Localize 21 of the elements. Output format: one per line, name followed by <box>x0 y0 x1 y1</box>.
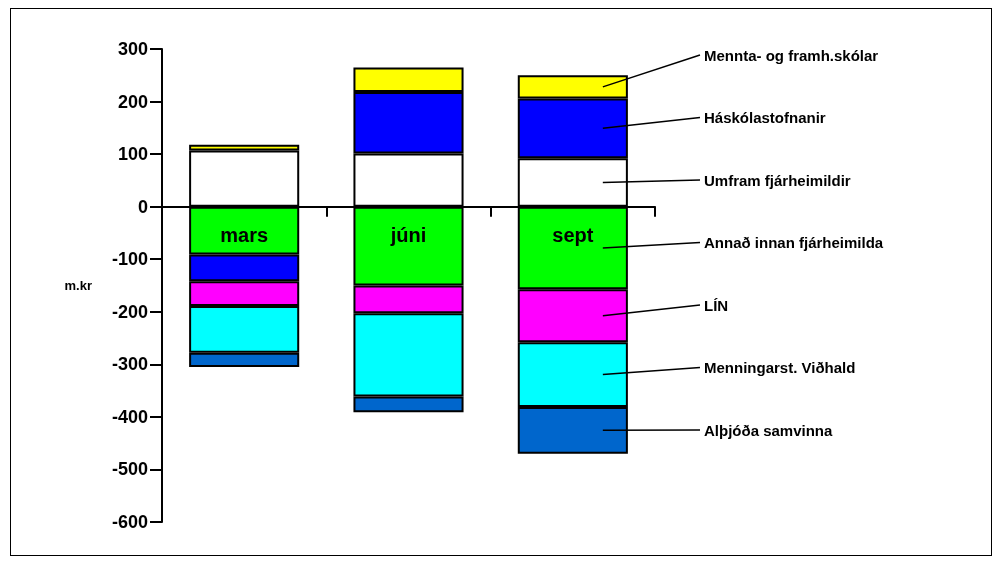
text: Háskólastofnanir <box>704 109 826 126</box>
text: Menningarst. Viðhald <box>704 359 856 376</box>
y-tick-label: 0 <box>137 196 148 217</box>
y-tick-label: -400 <box>111 406 148 427</box>
y-tick-label: -300 <box>111 354 148 375</box>
text: Alþjóða samvinna <box>704 421 834 439</box>
x-tick-label: júni <box>389 223 427 246</box>
text: LÍN <box>704 296 729 314</box>
y-tick-label: -200 <box>111 301 148 322</box>
y-tick-label: -100 <box>111 249 148 270</box>
y-axis-title: m.kr <box>64 278 92 293</box>
x-tick-label: mars <box>220 223 269 246</box>
y-tick-label: -600 <box>111 512 148 532</box>
y-tick-label: 200 <box>117 91 148 112</box>
y-tick-label: 100 <box>117 144 148 165</box>
y-tick-label: -500 <box>111 459 148 480</box>
y-tick-label: 300 <box>117 39 148 59</box>
text: Annað innan fjárheimilda <box>704 234 884 251</box>
x-tick-label: sept <box>552 223 594 246</box>
text: Mennta- og framh.skólar <box>704 46 879 64</box>
text: Umfram fjárheimildir <box>704 171 851 189</box>
